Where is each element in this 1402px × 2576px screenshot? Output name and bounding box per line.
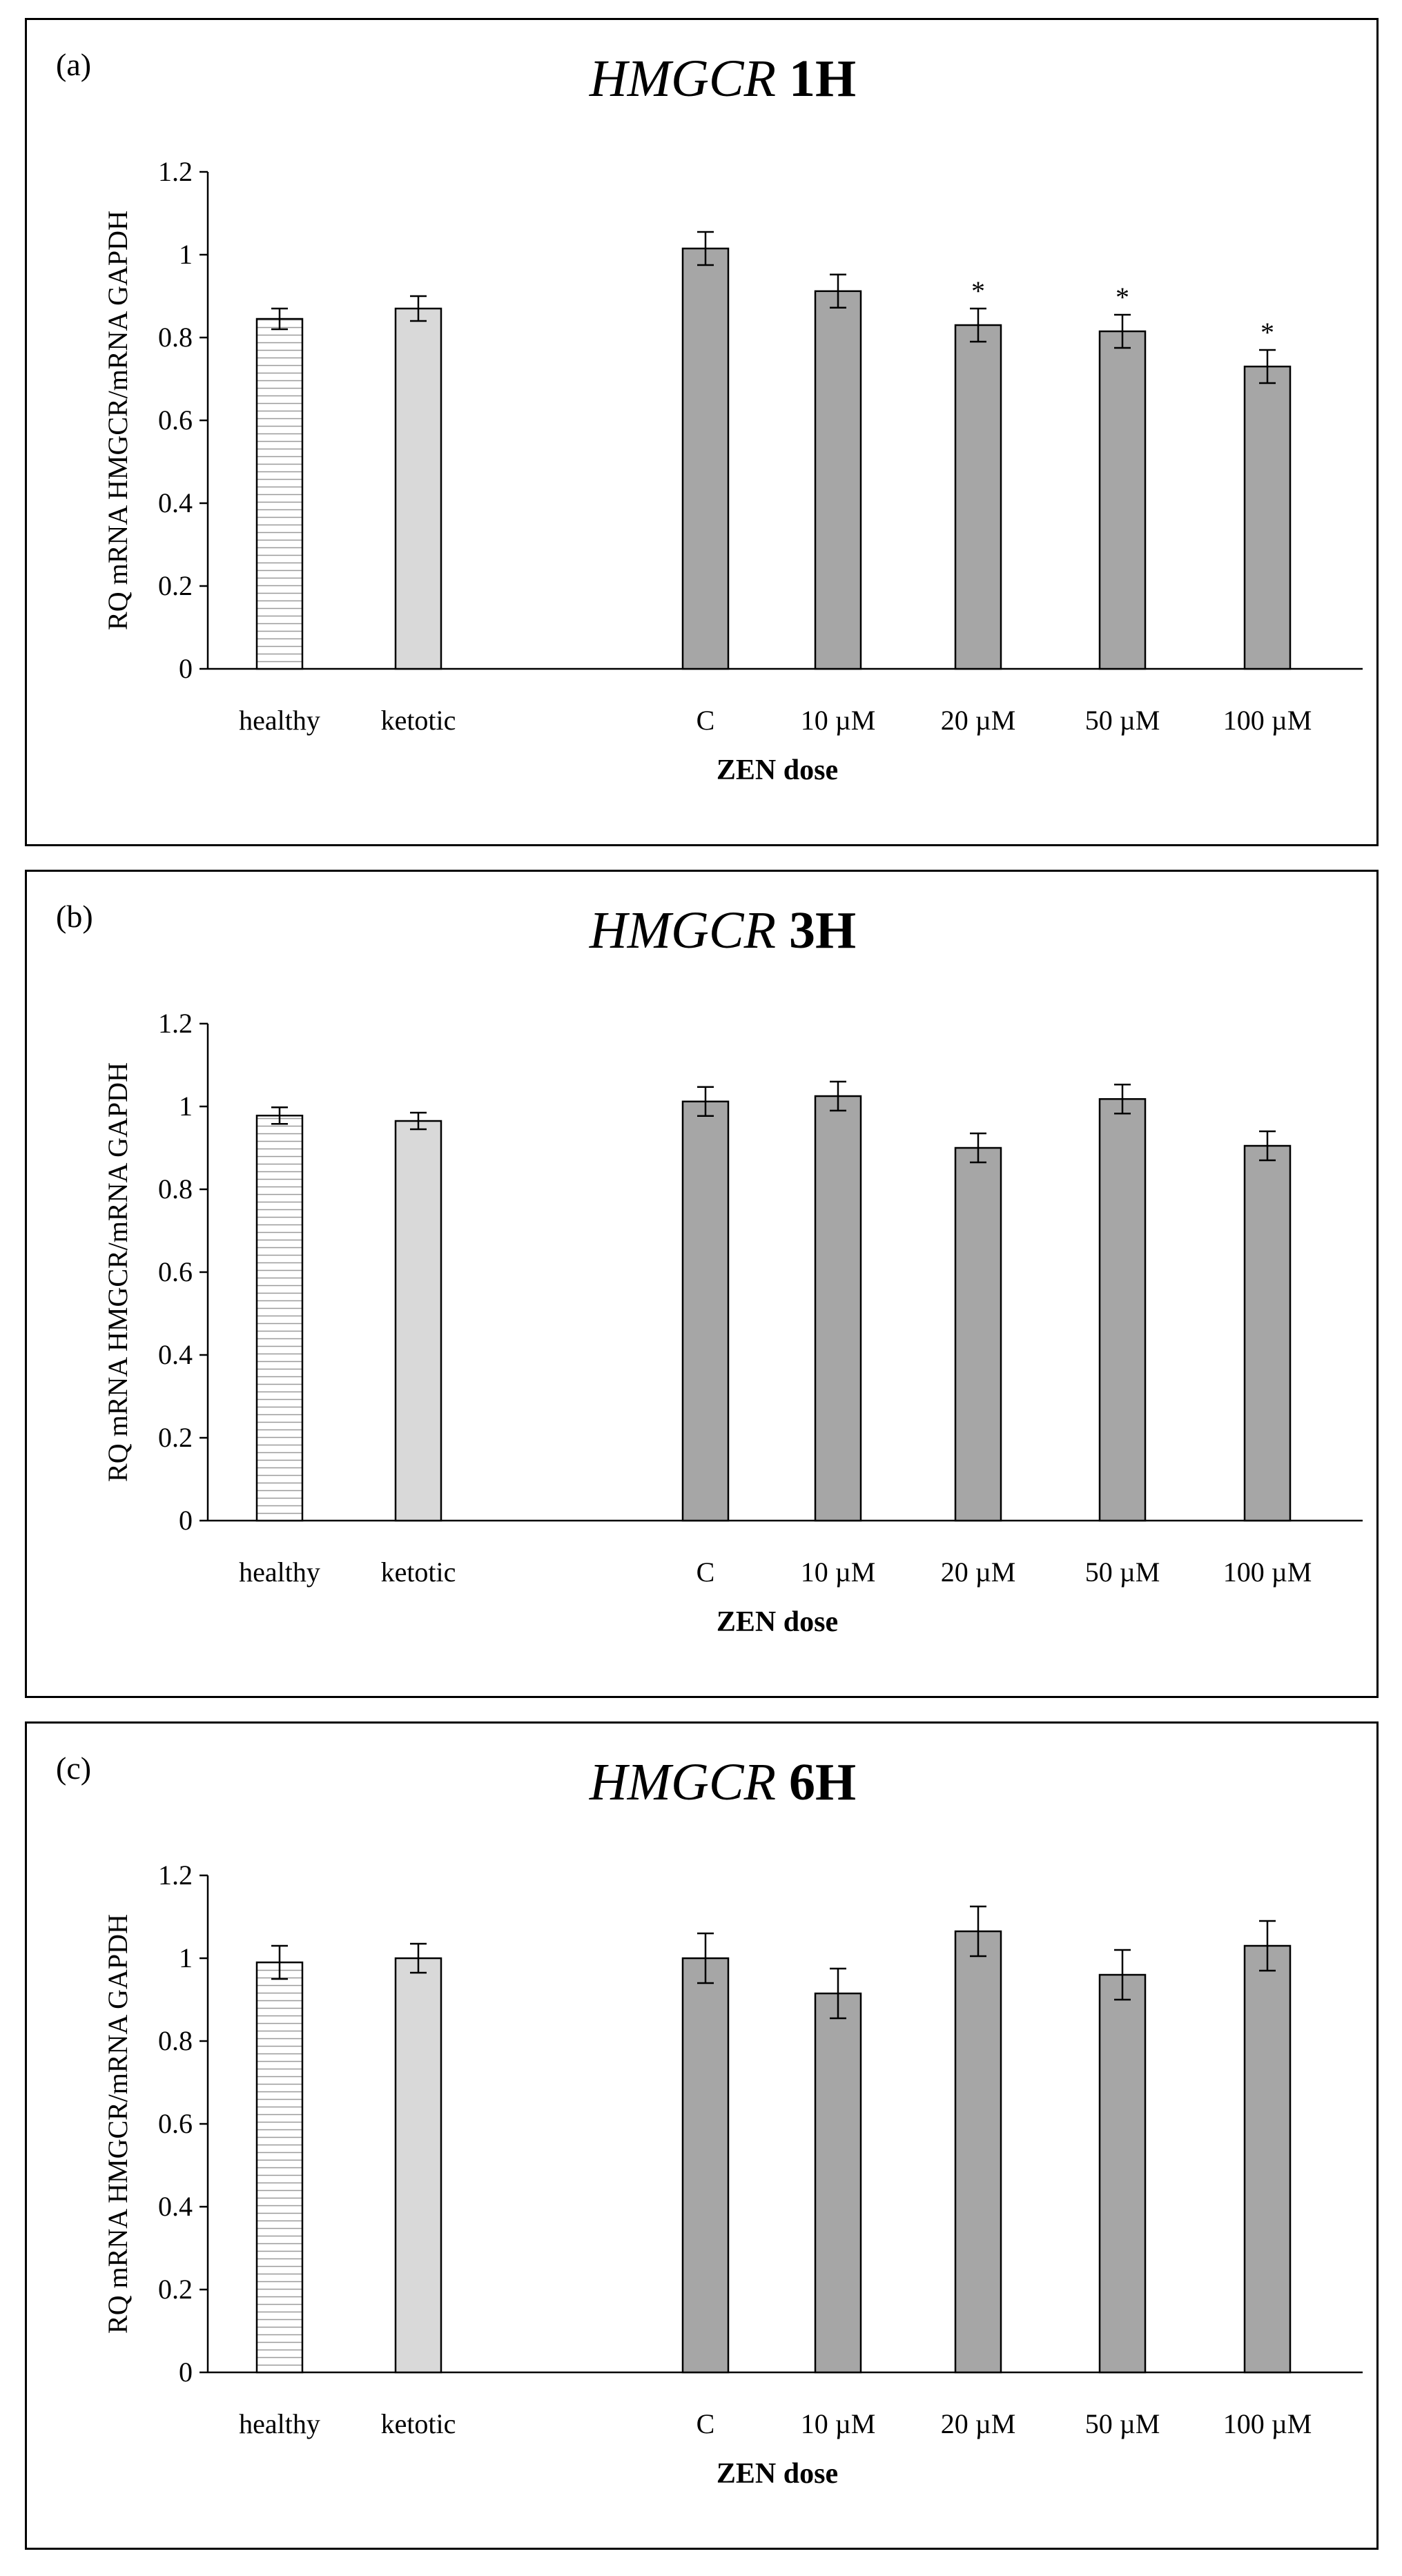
- y-tick-label: 0: [179, 653, 193, 684]
- chart-svg: (b) HMGCR 3H 0 0.2 0.4 0.6 0.8 1 1.2 RQ mRNA HMGC…: [56, 899, 1363, 1638]
- bar-4: [814, 1992, 862, 2374]
- y-tick-label: 1.2: [158, 1008, 193, 1039]
- x-tick-label-3: C: [697, 705, 715, 736]
- y-axis-label: RQ mRNA HMGCR/mRNA GAPDH: [102, 1914, 133, 2334]
- panel-label: (a): [56, 47, 91, 82]
- y-tick-label: 1: [179, 1091, 193, 1122]
- y-tick-label: 0.8: [158, 322, 193, 353]
- y-tick-label: 0.6: [158, 1256, 193, 1287]
- x-tick-label-5: 20 µM: [941, 2408, 1016, 2439]
- y-tick-label: 0.4: [158, 1339, 193, 1370]
- y-tick-label: 0.6: [158, 2108, 193, 2139]
- x-tick-label-5: 20 µM: [941, 1557, 1016, 1588]
- significance-marker-7: *: [1260, 317, 1274, 348]
- bar-4: [814, 290, 862, 670]
- x-tick-label-3: C: [697, 2408, 715, 2439]
- chart-panel-a: (a) HMGCR 1H 0 0.2 0.4 0.6 0.8 1 1.2 RQ mRNA HMGC…: [25, 18, 1379, 846]
- chart-title-gene: HMGCR: [589, 901, 789, 959]
- significance-marker-5: *: [971, 275, 985, 306]
- y-tick-label: 0.8: [158, 1173, 193, 1204]
- y-axis-label: RQ mRNA HMGCR/mRNA GAPDH: [102, 1062, 133, 1482]
- bar-3: [681, 1100, 730, 1522]
- y-tick-label: 1.2: [158, 156, 193, 187]
- bar-3: [681, 247, 730, 670]
- chart-svg: (a) HMGCR 1H 0 0.2 0.4 0.6 0.8 1 1.2 RQ mRNA HMGC…: [56, 47, 1363, 786]
- x-tick-label-4: 10 µM: [801, 2408, 876, 2439]
- x-tick-label-7: 100 µM: [1223, 2408, 1312, 2439]
- x-axis-label: ZEN dose: [717, 754, 838, 786]
- chart-title-gene: HMGCR: [589, 50, 789, 108]
- x-tick-label-6: 50 µM: [1085, 1557, 1160, 1588]
- bar-7: [1243, 1944, 1292, 2374]
- y-tick-label: 0.2: [158, 1422, 193, 1453]
- y-tick-label: 0.8: [158, 2025, 193, 2056]
- y-tick-label: 1: [179, 239, 193, 270]
- bar-5: [954, 324, 1002, 670]
- x-tick-label-7: 100 µM: [1223, 705, 1312, 736]
- x-tick-label-5: 20 µM: [941, 705, 1016, 736]
- panel-label: (c): [56, 1750, 91, 1786]
- x-tick-label-4: 10 µM: [801, 1557, 876, 1588]
- y-tick-label: 0: [179, 2357, 193, 2388]
- chart-title: HMGCR 6H: [589, 1753, 856, 1811]
- chart-title: HMGCR 1H: [589, 50, 856, 108]
- significance-marker-6: *: [1116, 282, 1129, 313]
- panel-label: (b): [56, 899, 93, 934]
- chart-panel-b: (b) HMGCR 3H 0 0.2 0.4 0.6 0.8 1 1.2 RQ mRNA HMGC…: [25, 870, 1379, 1698]
- x-tick-label-2: ketotic: [381, 2408, 456, 2439]
- bar-6: [1098, 330, 1147, 670]
- y-tick-label: 0.2: [158, 570, 193, 601]
- y-tick-label: 0.4: [158, 2191, 193, 2222]
- bar-7: [1243, 365, 1292, 670]
- bar-5: [954, 1930, 1002, 2374]
- bar-2: [394, 307, 442, 670]
- bar-7: [1243, 1144, 1292, 1522]
- bar-1: [255, 318, 304, 670]
- y-tick-label: 1: [179, 1942, 193, 1973]
- bar-4: [814, 1095, 862, 1522]
- x-tick-label-6: 50 µM: [1085, 705, 1160, 736]
- bar-6: [1098, 1973, 1147, 2374]
- x-axis-label: ZEN dose: [717, 2458, 838, 2490]
- x-tick-label-1: healthy: [239, 705, 320, 736]
- x-tick-label-2: ketotic: [381, 705, 456, 736]
- chart-title: HMGCR 3H: [589, 901, 856, 959]
- y-tick-label: 1.2: [158, 1860, 193, 1891]
- chart-title-gene: HMGCR: [589, 1753, 789, 1811]
- x-tick-label-7: 100 µM: [1223, 1557, 1312, 1588]
- y-tick-label: 0.6: [158, 404, 193, 436]
- bar-1: [255, 1114, 304, 1522]
- x-tick-label-1: healthy: [239, 2408, 320, 2439]
- x-tick-label-4: 10 µM: [801, 705, 876, 736]
- x-tick-label-3: C: [697, 1557, 715, 1588]
- bar-2: [394, 1957, 442, 2374]
- y-axis-label: RQ mRNA HMGCR/mRNA GAPDH: [102, 211, 133, 630]
- y-tick-label: 0.4: [158, 487, 193, 518]
- x-tick-label-1: healthy: [239, 1557, 320, 1588]
- bar-1: [255, 1961, 304, 2374]
- y-tick-label: 0: [179, 1505, 193, 1536]
- bar-6: [1098, 1097, 1147, 1522]
- x-tick-label-6: 50 µM: [1085, 2408, 1160, 2439]
- chart-title-time: 3H: [789, 901, 856, 959]
- bar-2: [394, 1120, 442, 1522]
- chart-title-time: 6H: [789, 1753, 856, 1811]
- x-axis-label: ZEN dose: [717, 1606, 838, 1638]
- bar-5: [954, 1146, 1002, 1522]
- chart-panel-c: (c) HMGCR 6H 0 0.2 0.4 0.6 0.8 1 1.2 RQ mRNA HMGC…: [25, 1721, 1379, 2550]
- chart-svg: (c) HMGCR 6H 0 0.2 0.4 0.6 0.8 1 1.2 RQ mRNA HMGC…: [56, 1750, 1363, 2490]
- bar-3: [681, 1957, 730, 2374]
- y-tick-label: 0.2: [158, 2274, 193, 2305]
- chart-title-time: 1H: [789, 50, 856, 108]
- x-tick-label-2: ketotic: [381, 1557, 456, 1588]
